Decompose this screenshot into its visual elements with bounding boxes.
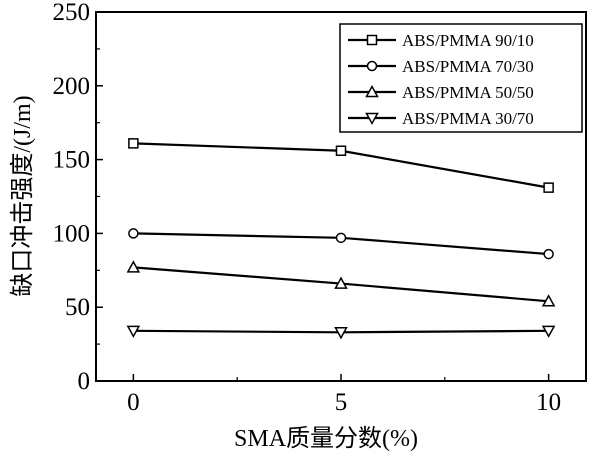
data-point bbox=[126, 325, 141, 338]
x-tick-label: 10 bbox=[536, 389, 561, 416]
x-axis-title: SMA质量分数(%) bbox=[234, 425, 418, 452]
y-axis-title: 缺口冲击强度/(J/m) bbox=[9, 95, 36, 296]
data-point bbox=[334, 327, 348, 340]
x-axis: 0 5 10 bbox=[127, 374, 561, 416]
legend-label: ABS/PMMA 90/10 bbox=[402, 31, 534, 50]
data-point bbox=[543, 182, 554, 193]
data-point bbox=[335, 145, 347, 156]
series-group bbox=[128, 228, 554, 260]
data-point bbox=[128, 228, 139, 239]
y-tick-label: 100 bbox=[53, 220, 91, 247]
data-point bbox=[335, 232, 347, 244]
data-point bbox=[334, 276, 348, 289]
y-tick-label: 150 bbox=[53, 147, 91, 174]
y-tick-label: 200 bbox=[53, 73, 91, 100]
y-axis: 0 50 100 150 200 250 bbox=[53, 0, 103, 395]
series-layer bbox=[126, 138, 556, 340]
x-tick-label: 0 bbox=[127, 389, 140, 416]
legend-label: ABS/PMMA 70/30 bbox=[402, 57, 534, 76]
legend: ABS/PMMA 90/10 ABS/PMMA 70/30 ABS/PMMA 50/… bbox=[339, 23, 583, 133]
legend-label: ABS/PMMA 50/50 bbox=[402, 83, 534, 102]
data-point bbox=[541, 294, 556, 307]
series-group bbox=[128, 138, 554, 193]
legend-marker bbox=[366, 60, 378, 72]
legend-box bbox=[339, 23, 583, 133]
legend-marker bbox=[365, 84, 379, 98]
data-point bbox=[541, 325, 556, 338]
data-point bbox=[128, 138, 139, 149]
data-point bbox=[543, 248, 554, 260]
data-point bbox=[126, 260, 141, 273]
x-tick-label: 5 bbox=[335, 389, 348, 416]
legend-label: ABS/PMMA 30/70 bbox=[402, 109, 534, 128]
legend-marker bbox=[366, 34, 378, 46]
y-tick-label: 50 bbox=[65, 294, 90, 321]
y-tick-label: 250 bbox=[53, 0, 91, 26]
series-group bbox=[126, 325, 556, 340]
legend-marker bbox=[365, 112, 379, 126]
series-group bbox=[126, 260, 556, 307]
y-tick-label: 0 bbox=[78, 368, 91, 395]
